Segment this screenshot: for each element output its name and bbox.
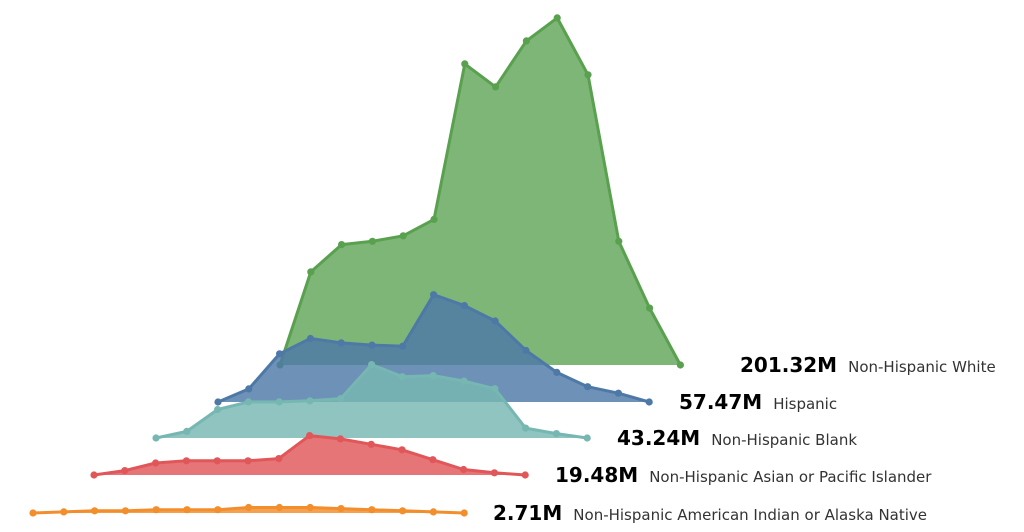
data-point: [245, 385, 253, 393]
data-point: [460, 377, 468, 385]
data-point: [460, 465, 468, 474]
data-point: [553, 14, 561, 22]
data-point: [152, 506, 160, 514]
value-label: 19.48M: [555, 463, 638, 487]
data-point: [461, 60, 469, 68]
data-point: [244, 457, 252, 465]
data-point: [29, 509, 37, 517]
data-point: [399, 507, 407, 515]
data-point: [460, 302, 468, 310]
data-point: [214, 405, 222, 414]
series-name-label: Non-Hispanic American Indian or Alaska N…: [573, 506, 927, 524]
data-point: [338, 241, 346, 249]
data-point: [553, 368, 561, 376]
data-point: [521, 471, 529, 479]
series-non-hispanic-white: 201.32M Non-Hispanic White: [276, 14, 996, 377]
data-point: [60, 508, 68, 516]
data-point: [336, 435, 344, 443]
data-point: [121, 507, 129, 515]
data-point: [492, 83, 500, 91]
data-point: [306, 397, 314, 405]
data-point: [306, 503, 314, 512]
area-non-hispanic-asian-or-pacific-islander: [94, 435, 526, 475]
data-point: [398, 446, 406, 454]
data-point: [645, 398, 653, 406]
data-point: [460, 509, 468, 517]
data-point: [399, 232, 407, 240]
data-point: [429, 456, 437, 464]
data-point: [522, 346, 530, 355]
data-point: [368, 341, 376, 349]
data-point: [337, 505, 345, 513]
series-non-hispanic-asian-or-pacific-islander: 19.48M Non-Hispanic Asian or Pacific Isla…: [90, 432, 932, 487]
value-label: 57.47M: [679, 390, 762, 414]
data-point: [306, 432, 314, 440]
data-point: [307, 268, 315, 276]
data-point: [398, 373, 406, 381]
data-point: [615, 237, 623, 245]
area-non-hispanic-white: [280, 17, 681, 366]
series-hispanic: 57.47M Hispanic: [214, 291, 837, 414]
data-point: [646, 304, 654, 312]
data-point: [429, 372, 437, 380]
data-point: [584, 71, 592, 79]
data-point: [368, 506, 376, 514]
data-point: [337, 339, 345, 347]
series-name-label: Non-Hispanic White: [848, 358, 996, 376]
data-point: [337, 395, 345, 403]
data-point: [490, 469, 498, 477]
data-point: [399, 342, 407, 350]
series-non-hispanic-american-indian-or-alaska-native: 2.71M Non-Hispanic American Indian or Ala…: [29, 501, 927, 525]
data-point: [214, 506, 222, 514]
data-point: [430, 291, 438, 299]
data-point: [584, 383, 592, 391]
series-name-label: Hispanic: [773, 395, 837, 413]
line-non-hispanic-white: [278, 16, 682, 366]
data-point: [522, 424, 530, 432]
data-point: [552, 430, 561, 438]
data-point: [429, 508, 437, 516]
data-point: [614, 389, 623, 397]
value-label: 43.24M: [617, 426, 700, 450]
data-point: [152, 459, 160, 467]
data-point: [245, 503, 253, 512]
data-point: [182, 457, 190, 465]
value-label: 2.71M: [493, 501, 562, 525]
data-point: [183, 506, 191, 514]
data-point: [367, 440, 375, 448]
data-point: [491, 317, 499, 325]
data-point: [676, 361, 685, 369]
value-label: 201.32M: [740, 353, 837, 377]
series-name-label: Non-Hispanic Asian or Pacific Islander: [649, 468, 932, 486]
data-point: [121, 467, 129, 475]
series-non-hispanic-blank: 43.24M Non-Hispanic Blank: [152, 361, 857, 450]
area-non-hispanic-blank: [156, 364, 588, 438]
data-point: [183, 427, 191, 435]
data-point: [275, 398, 283, 406]
data-point: [522, 37, 531, 45]
data-point: [276, 350, 284, 358]
area-hispanic: [218, 294, 650, 402]
data-point: [152, 434, 160, 442]
data-point: [275, 455, 283, 463]
data-point: [306, 334, 314, 343]
data-point: [213, 457, 221, 465]
data-point: [430, 215, 438, 223]
data-point: [368, 237, 376, 245]
data-point: [244, 398, 252, 406]
series-name-label: Non-Hispanic Blank: [711, 431, 857, 449]
data-point: [368, 361, 376, 369]
data-point: [275, 503, 283, 512]
data-point: [90, 471, 98, 479]
data-point: [214, 398, 222, 406]
data-point: [491, 385, 499, 393]
data-point: [583, 434, 591, 442]
data-point: [91, 507, 99, 515]
